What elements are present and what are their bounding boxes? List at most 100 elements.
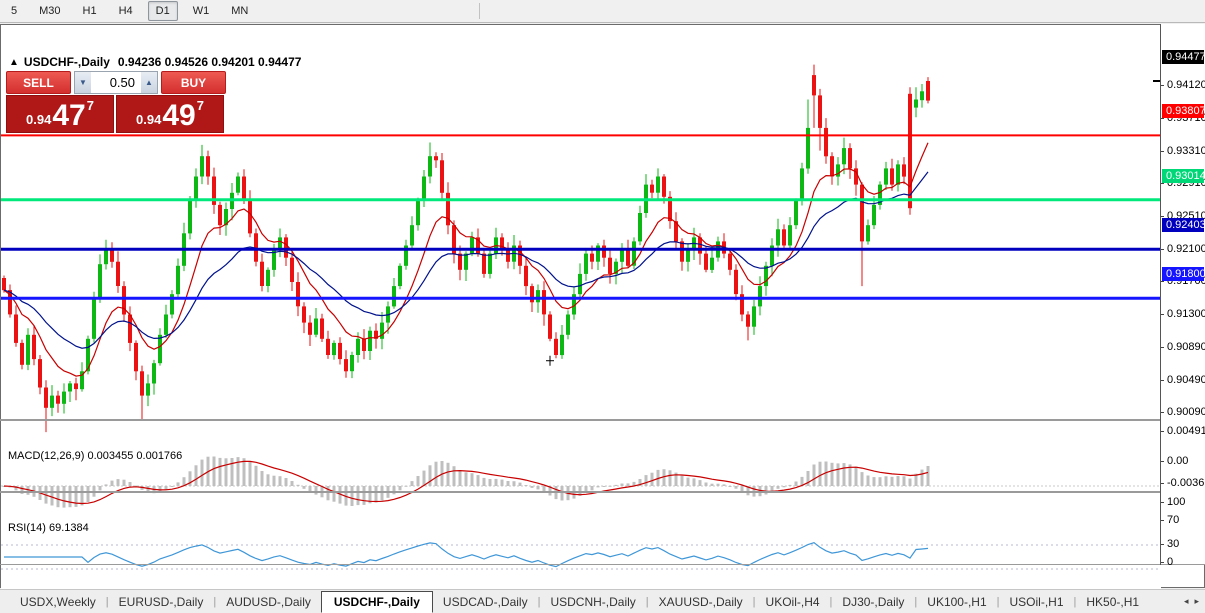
buy-price-big: 49 bbox=[162, 99, 196, 132]
axis-tick bbox=[1161, 430, 1164, 432]
price-axis-tick-label: 0.93310 bbox=[1167, 144, 1205, 157]
price-level-badge: 0.93807 bbox=[1162, 104, 1205, 119]
sell-button[interactable]: SELL bbox=[6, 71, 71, 94]
price-axis-tick-label: 0.92100 bbox=[1167, 242, 1205, 255]
rsi-indicator-canvas bbox=[1, 518, 1161, 589]
symbol-period-label: USDCHF-,Daily bbox=[23, 55, 110, 69]
panel-separator[interactable] bbox=[0, 491, 1205, 493]
axis-tick bbox=[1161, 483, 1164, 485]
sell-price-prefix: 0.94 bbox=[26, 112, 52, 127]
price-level-badge: 0.91800 bbox=[1162, 267, 1205, 282]
tab-scroll-right-icon[interactable]: ▸ bbox=[1194, 596, 1199, 606]
buy-price-prefix: 0.94 bbox=[136, 112, 162, 127]
price-axis-tick-label: 0.90890 bbox=[1167, 341, 1205, 354]
price-axis-tick-label: 30 bbox=[1167, 538, 1180, 550]
axis-tick bbox=[1161, 118, 1164, 120]
tab-separator: | bbox=[537, 595, 541, 608]
volume-decrease-icon[interactable]: ▼ bbox=[75, 72, 91, 93]
axis-tick bbox=[1161, 562, 1164, 563]
symbol-tab-usdcad[interactable]: USDCAD-,Daily bbox=[442, 594, 528, 609]
symbol-tab-xauusd[interactable]: XAUUSD-,Daily bbox=[658, 594, 743, 609]
buy-button[interactable]: BUY bbox=[161, 71, 226, 94]
panel-separator[interactable] bbox=[0, 419, 1205, 421]
price-level-badge: 0.93014 bbox=[1162, 168, 1205, 183]
symbol-tab-usoil[interactable]: USOil-,H1 bbox=[1009, 594, 1064, 609]
timeframe-button-mn[interactable]: MN bbox=[231, 5, 249, 17]
axis-tick bbox=[1161, 313, 1164, 315]
toolbar-divider bbox=[479, 3, 481, 19]
axis-tick bbox=[1161, 215, 1164, 217]
chart-window: ▲ USDCHF-,Daily 0.94236 0.94526 0.94201 … bbox=[0, 24, 1205, 612]
tab-separator: | bbox=[1073, 595, 1077, 608]
tab-separator: | bbox=[829, 595, 833, 608]
symbol-tab-audusd[interactable]: AUDUSD-,Daily bbox=[226, 594, 311, 609]
timeframe-button-h1[interactable]: H1 bbox=[82, 5, 97, 17]
price-axis-tick-label: 0.00 bbox=[1167, 455, 1189, 467]
axis-tick bbox=[1161, 183, 1164, 185]
timeframe-toolbar: 5 M30 H1 H4 D1 W1 MN bbox=[0, 0, 1205, 23]
price-level-badge: 0.92403 bbox=[1162, 218, 1205, 233]
axis-tick bbox=[1161, 379, 1164, 381]
timeframe-button-m30[interactable]: M30 bbox=[39, 5, 61, 17]
axis-tick bbox=[1161, 411, 1164, 413]
main-chart-canvas[interactable] bbox=[1, 51, 1161, 443]
price-axis-tick-label: 0.91300 bbox=[1167, 307, 1205, 320]
axis-tick bbox=[1161, 85, 1164, 86]
buy-price-display[interactable]: 0.94 49 7 bbox=[116, 95, 224, 133]
panel-separator bbox=[0, 564, 1205, 565]
symbol-tab-usdcnh[interactable]: USDCNH-,Daily bbox=[550, 594, 636, 609]
tab-separator: | bbox=[914, 595, 918, 608]
symbol-tab-uk100[interactable]: UK100-,H1 bbox=[927, 594, 987, 609]
tab-separator: | bbox=[752, 595, 756, 608]
volume-stepper: ▼ 0.50 ▲ bbox=[74, 71, 158, 94]
macd-label: MACD(12,26,9) 0.003455 0.001766 bbox=[8, 450, 183, 462]
axis-tick bbox=[1161, 150, 1164, 152]
price-axis: 0.941200.937100.933100.929100.925100.921… bbox=[1161, 24, 1205, 568]
tab-scroll-arrows: ◂ ▸ bbox=[1184, 596, 1205, 607]
rsi-label: RSI(14) 69.1384 bbox=[8, 522, 89, 534]
timeframe-button-h4[interactable]: H4 bbox=[118, 5, 133, 17]
price-scale-divider bbox=[1160, 24, 1161, 565]
macd-indicator-canvas bbox=[1, 446, 1161, 516]
tab-scroll-left-icon[interactable]: ◂ bbox=[1183, 596, 1189, 606]
timeframe-button-d1[interactable]: D1 bbox=[147, 1, 178, 21]
price-axis-tick-label: 0.90090 bbox=[1167, 405, 1205, 418]
price-axis-tick-label: 0.94120 bbox=[1167, 79, 1205, 91]
price-axis-tick-label: 100 bbox=[1167, 496, 1186, 508]
axis-tick bbox=[1161, 281, 1164, 283]
symbol-tabbar: USDX,Weekly | EURUSD-,Daily | AUDUSD-,Daily U… bbox=[0, 589, 1205, 613]
symbol-tab-eurusd[interactable]: EURUSD-,Daily bbox=[118, 594, 204, 609]
sell-price-display[interactable]: 0.94 47 7 bbox=[6, 95, 114, 133]
symbol-tab-dj30[interactable]: DJ30-,Daily bbox=[842, 594, 905, 609]
price-axis-tick-label: 0.004913 bbox=[1167, 424, 1205, 437]
axis-tick bbox=[1161, 520, 1164, 521]
volume-increase-icon[interactable]: ▲ bbox=[141, 72, 157, 93]
price-axis-tick-label: 0.90490 bbox=[1167, 373, 1205, 386]
timeframe-button-w1[interactable]: W1 bbox=[192, 5, 210, 17]
tab-separator: | bbox=[213, 595, 217, 608]
symbol-tab-usdchf[interactable]: USDCHF-,Daily bbox=[320, 590, 433, 613]
ohlc-values: 0.94236 0.94526 0.94201 0.94477 bbox=[117, 55, 302, 69]
tab-separator: | bbox=[105, 595, 109, 608]
axis-tick bbox=[1161, 347, 1164, 349]
symbol-tab-hk50[interactable]: HK50-,H1 bbox=[1086, 594, 1140, 609]
one-click-trade-widget: SELL ▼ 0.50 ▲ BUY 0.94 47 7 0.94 49 7 bbox=[6, 71, 226, 133]
axis-tick bbox=[1161, 502, 1164, 503]
axis-tick bbox=[1161, 461, 1164, 462]
up-triangle-icon: ▲ bbox=[9, 56, 19, 68]
tab-separator: | bbox=[996, 595, 1000, 608]
sell-price-big: 47 bbox=[52, 99, 86, 132]
volume-input[interactable]: 0.50 bbox=[91, 72, 141, 93]
sell-price-pipette: 7 bbox=[86, 98, 94, 113]
tab-separator: | bbox=[645, 595, 649, 608]
price-level-badge: 0.94477 bbox=[1162, 50, 1205, 65]
price-axis-tick-label: 70 bbox=[1167, 514, 1180, 526]
symbol-tab-ukoil[interactable]: UKOil-,H4 bbox=[765, 594, 820, 609]
axis-tick bbox=[1161, 544, 1164, 545]
symbol-tab-usdx[interactable]: USDX,Weekly bbox=[20, 594, 96, 609]
axis-tick bbox=[1161, 248, 1164, 250]
chart-title: ▲ USDCHF-,Daily 0.94236 0.94526 0.94201 … bbox=[9, 55, 301, 69]
timeframe-button-5[interactable]: 5 bbox=[11, 5, 18, 17]
